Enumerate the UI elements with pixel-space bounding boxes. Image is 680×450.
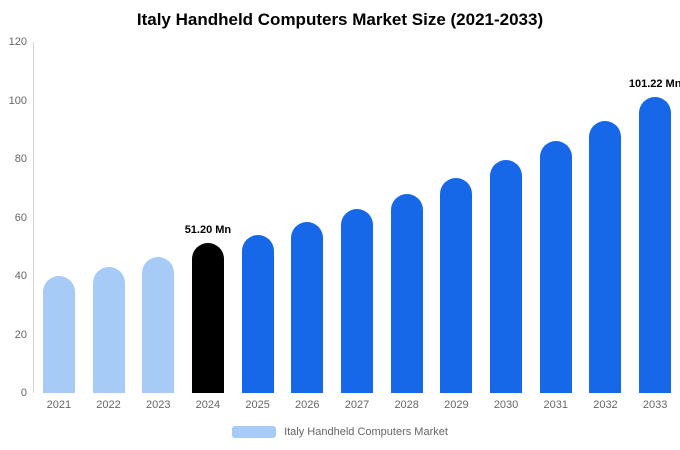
bar-value-label: 101.22 Mn bbox=[628, 77, 680, 90]
y-tick-label: 0 bbox=[20, 387, 27, 399]
bar-2032 bbox=[589, 120, 622, 393]
bar-2024 bbox=[191, 243, 224, 393]
legend-label: Italy Handheld Computers Market bbox=[284, 426, 448, 438]
bar-2028 bbox=[390, 194, 423, 393]
x-tick-label: 2025 bbox=[245, 399, 270, 411]
bar-2027 bbox=[341, 208, 373, 393]
y-tick-label: 20 bbox=[14, 328, 27, 341]
y-tick-label: 80 bbox=[14, 153, 27, 165]
chart-title: Italy Handheld Computers Market Size (20… bbox=[136, 10, 544, 29]
legend: Italy Handheld Computers Market bbox=[0, 426, 680, 438]
x-tick-label: 2029 bbox=[444, 399, 469, 411]
bar-2022 bbox=[92, 267, 125, 393]
x-tick-label: 2032 bbox=[593, 399, 618, 411]
x-tick-label: 2028 bbox=[394, 399, 419, 411]
bar-2023 bbox=[142, 257, 175, 393]
bar-2030 bbox=[490, 160, 523, 393]
x-tick-label: 2027 bbox=[344, 399, 370, 411]
bar-2029 bbox=[440, 178, 473, 393]
x-tick-label: 2022 bbox=[96, 399, 121, 411]
bar-2021 bbox=[42, 276, 75, 393]
x-tick-label: 2033 bbox=[642, 399, 668, 411]
bar-2025 bbox=[241, 235, 274, 393]
x-tick-label: 2031 bbox=[543, 399, 568, 411]
x-tick-label: 2021 bbox=[46, 399, 72, 411]
y-tick-label: 100 bbox=[8, 94, 27, 107]
bar-2026 bbox=[291, 221, 324, 393]
x-tick-label: 2023 bbox=[145, 399, 171, 411]
bar-2033 bbox=[639, 96, 672, 393]
y-axis-line bbox=[33, 42, 34, 393]
y-tick-label: 40 bbox=[14, 270, 27, 282]
y-tick-label: 120 bbox=[8, 36, 27, 48]
legend-swatch bbox=[232, 426, 277, 438]
x-tick-label: 2026 bbox=[295, 399, 320, 411]
x-tick-label: 2030 bbox=[493, 399, 519, 411]
x-tick-label: 2024 bbox=[195, 399, 221, 411]
y-tick-label: 60 bbox=[14, 211, 27, 224]
bar-2031 bbox=[539, 141, 572, 393]
bar-value-label: 51.20 Mn bbox=[184, 224, 232, 237]
